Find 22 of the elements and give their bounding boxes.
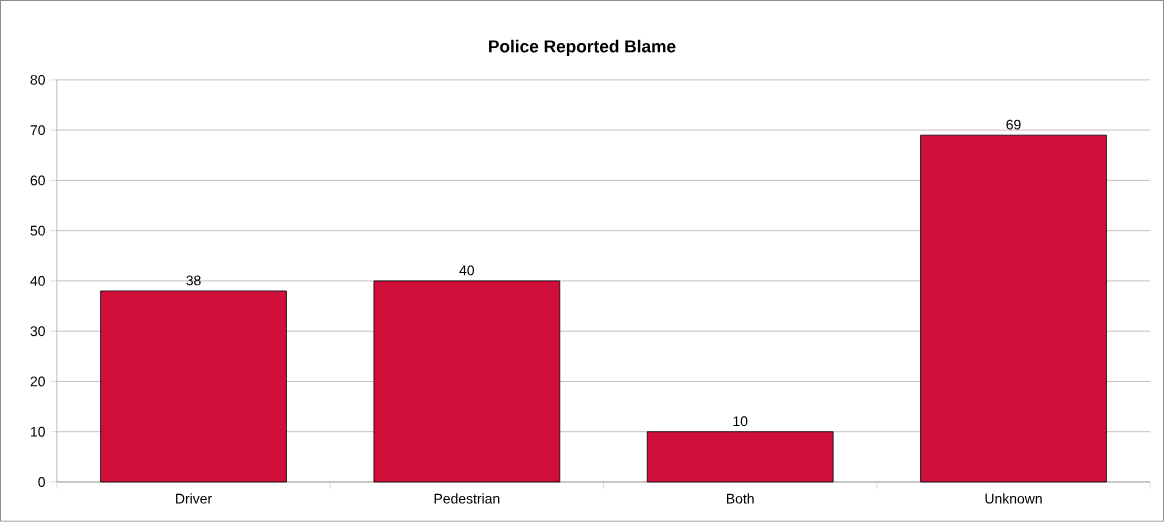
bar	[646, 431, 834, 483]
data-label: 10	[733, 416, 748, 427]
x-tick-label: Both	[726, 493, 754, 504]
chart-title: Police Reported Blame	[489, 39, 676, 56]
bar	[920, 134, 1107, 483]
y-tick-label: 20	[30, 376, 45, 387]
y-tick-label: 30	[30, 326, 45, 337]
data-label: 40	[459, 265, 475, 276]
x-tick-label: Driver	[176, 493, 212, 504]
x-tick-label: Pedestrian	[434, 493, 500, 504]
y-tick-label: 80	[30, 75, 45, 85]
y-tick-label: 70	[30, 125, 45, 136]
data-label: 38	[186, 275, 201, 286]
bar	[100, 290, 287, 483]
y-tick-label: 40	[30, 276, 45, 286]
y-tick-label: 50	[30, 225, 45, 236]
bar	[373, 280, 561, 483]
data-label: 69	[1006, 119, 1021, 130]
y-tick-label: 0	[38, 477, 45, 488]
y-tick-label: 60	[30, 175, 45, 186]
y-tick-label: 10	[31, 426, 45, 437]
x-tick-label: Unknown	[985, 493, 1042, 504]
